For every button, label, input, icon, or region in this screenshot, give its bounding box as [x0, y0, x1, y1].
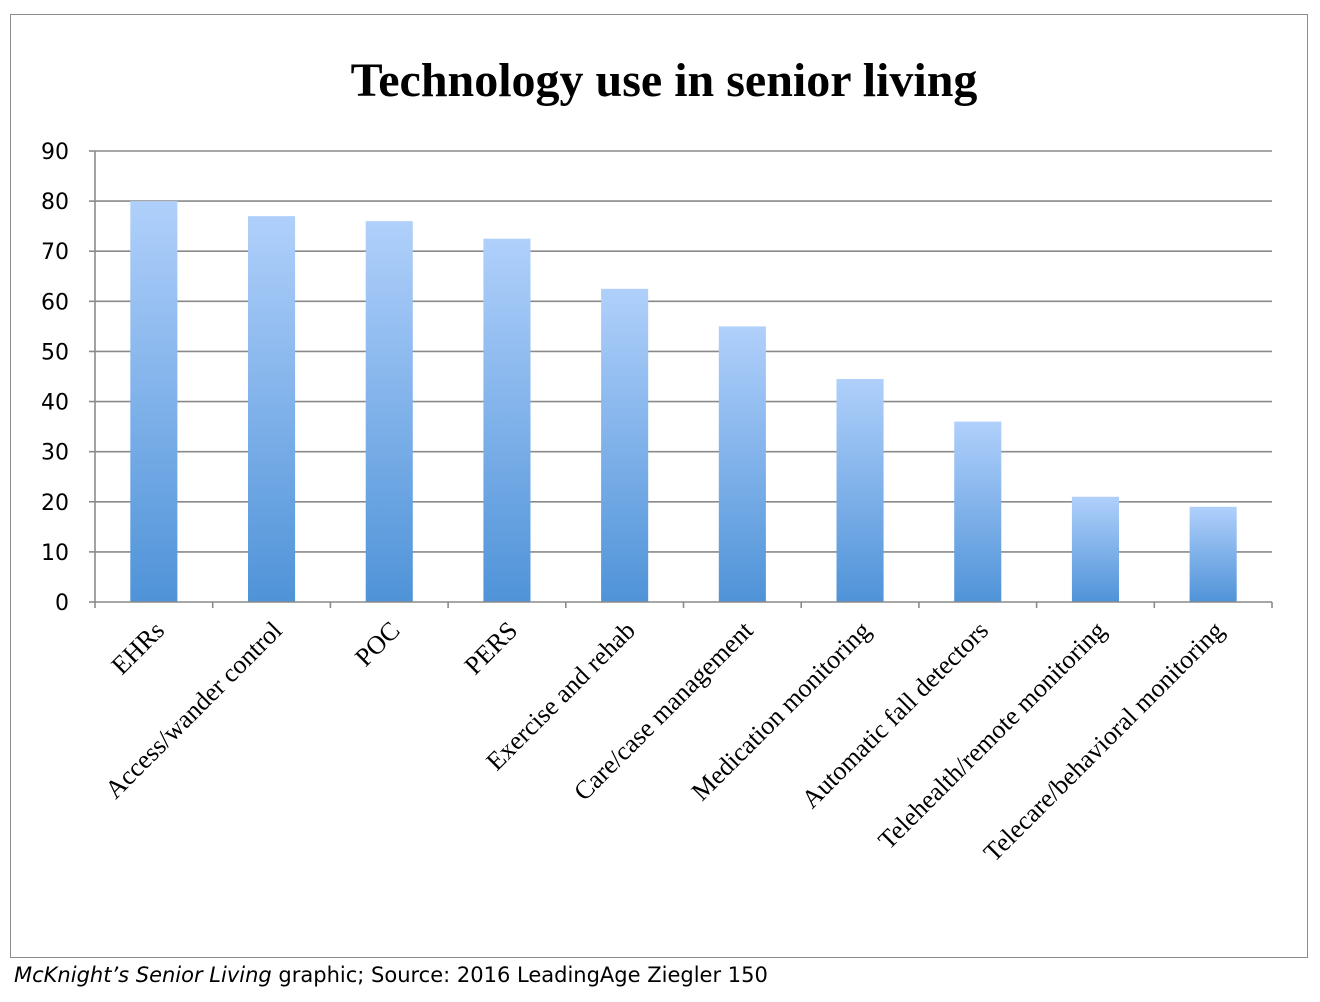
caption-publication: McKnight’s Senior Living	[14, 963, 272, 987]
source-caption: McKnight’s Senior Living graphic; Source…	[14, 963, 768, 987]
bar	[1071, 496, 1119, 602]
y-tick-labels: 0 10 20 30 40 50 60 70 80 90	[41, 140, 69, 616]
bar	[1189, 506, 1237, 602]
y-tick-label: 20	[41, 491, 69, 516]
y-tick-label: 40	[41, 391, 69, 416]
axes	[89, 150, 1273, 608]
y-tick-label: 60	[41, 290, 69, 315]
y-tick-label: 70	[41, 240, 69, 265]
bar-chart: Technology use in senior living 0 10 20 30 4…	[41, 54, 1273, 867]
bar	[718, 326, 766, 602]
y-tick-label: 50	[41, 340, 69, 365]
y-tick-label: 80	[41, 190, 69, 215]
bar	[130, 201, 178, 602]
y-tick-label: 10	[41, 541, 69, 566]
y-tick-label: 0	[55, 591, 69, 616]
bar	[836, 379, 884, 602]
bars	[130, 201, 1237, 602]
bar	[483, 238, 531, 602]
chart-frame: Technology use in senior living 0 10 20 30 4…	[10, 14, 1308, 958]
bar	[601, 288, 649, 602]
bar	[954, 421, 1002, 602]
category-label: Telecare/behavioral monitoring	[978, 616, 1229, 867]
chart-title: Technology use in senior living	[351, 54, 978, 107]
bar	[365, 221, 413, 602]
y-tick-label: 90	[41, 140, 69, 165]
category-label: EHRs	[106, 616, 170, 680]
category-label: PERS	[459, 616, 523, 680]
category-label: POC	[349, 616, 405, 672]
bar	[248, 216, 296, 602]
caption-source: graphic; Source: 2016 LeadingAge Ziegler…	[271, 963, 768, 987]
category-label: Telehealth/remote monitoring	[872, 616, 1111, 855]
y-tick-label: 30	[41, 441, 69, 466]
